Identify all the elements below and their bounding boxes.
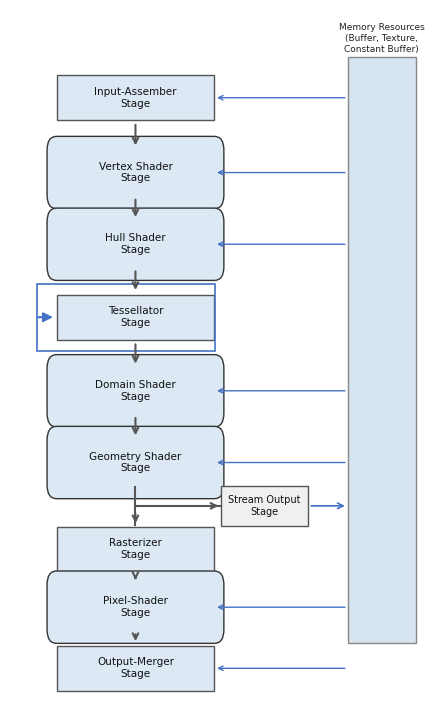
- FancyBboxPatch shape: [57, 646, 214, 691]
- FancyBboxPatch shape: [47, 354, 224, 427]
- Text: Vertex Shader
Stage: Vertex Shader Stage: [99, 162, 173, 183]
- Text: Output-Merger
Stage: Output-Merger Stage: [97, 657, 174, 679]
- FancyBboxPatch shape: [47, 136, 224, 209]
- FancyBboxPatch shape: [47, 571, 224, 643]
- FancyBboxPatch shape: [57, 76, 214, 120]
- FancyBboxPatch shape: [57, 527, 214, 572]
- FancyBboxPatch shape: [221, 486, 308, 526]
- Text: Stream Output
Stage: Stream Output Stage: [228, 495, 301, 517]
- Text: Domain Shader
Stage: Domain Shader Stage: [95, 380, 176, 401]
- Text: Geometry Shader
Stage: Geometry Shader Stage: [89, 452, 182, 473]
- Text: Pixel-Shader
Stage: Pixel-Shader Stage: [103, 596, 168, 618]
- Text: Tessellator
Stage: Tessellator Stage: [108, 307, 163, 328]
- Text: Memory Resources
(Buffer, Texture,
Constant Buffer): Memory Resources (Buffer, Texture, Const…: [339, 23, 425, 54]
- Text: Input-Assember
Stage: Input-Assember Stage: [94, 87, 177, 108]
- FancyBboxPatch shape: [47, 208, 224, 280]
- FancyBboxPatch shape: [348, 57, 416, 643]
- Text: Hull Shader
Stage: Hull Shader Stage: [105, 233, 166, 255]
- FancyBboxPatch shape: [57, 294, 214, 339]
- FancyBboxPatch shape: [47, 426, 224, 498]
- Text: Rasterizer
Stage: Rasterizer Stage: [109, 538, 162, 560]
